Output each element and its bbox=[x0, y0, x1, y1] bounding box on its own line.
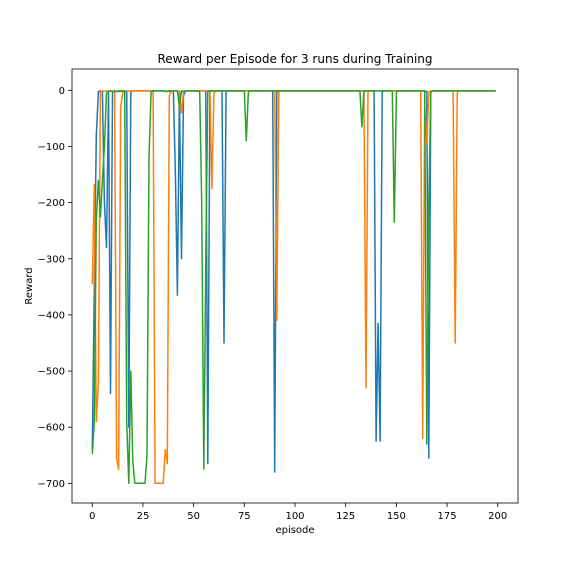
plot-series bbox=[91, 90, 496, 485]
y-tick-label: 0 bbox=[59, 86, 65, 97]
x-tick-label: 200 bbox=[488, 511, 507, 522]
x-tick-label: 150 bbox=[387, 511, 406, 522]
y-tick-label: −700 bbox=[38, 479, 65, 490]
plot-frame bbox=[71, 68, 519, 504]
x-tick-label: 175 bbox=[437, 511, 456, 522]
x-tick-label: 125 bbox=[336, 511, 355, 522]
series-line-3 bbox=[91, 90, 496, 485]
x-tick-label: 100 bbox=[285, 511, 304, 522]
x-tick-label: 25 bbox=[137, 511, 150, 522]
axis-ticks: 0 25 50 75 100 125 150 175 200 0 −100 −200 −300 −400 −… bbox=[38, 86, 508, 522]
y-tick-label: −100 bbox=[38, 142, 65, 153]
chart-title: Reward per Episode for 3 runs during Tra… bbox=[157, 52, 432, 66]
y-tick-label: −600 bbox=[38, 423, 65, 434]
x-tick-label: 75 bbox=[238, 511, 251, 522]
x-tick-label: 50 bbox=[187, 511, 200, 522]
y-axis-label: Reward bbox=[24, 267, 35, 304]
y-tick-label: −500 bbox=[38, 367, 65, 378]
x-axis-label: episode bbox=[275, 525, 314, 536]
y-tick-label: −200 bbox=[38, 198, 65, 209]
y-tick-label: −300 bbox=[38, 254, 65, 265]
x-tick-label: 0 bbox=[89, 511, 95, 522]
y-tick-label: −400 bbox=[38, 310, 65, 321]
